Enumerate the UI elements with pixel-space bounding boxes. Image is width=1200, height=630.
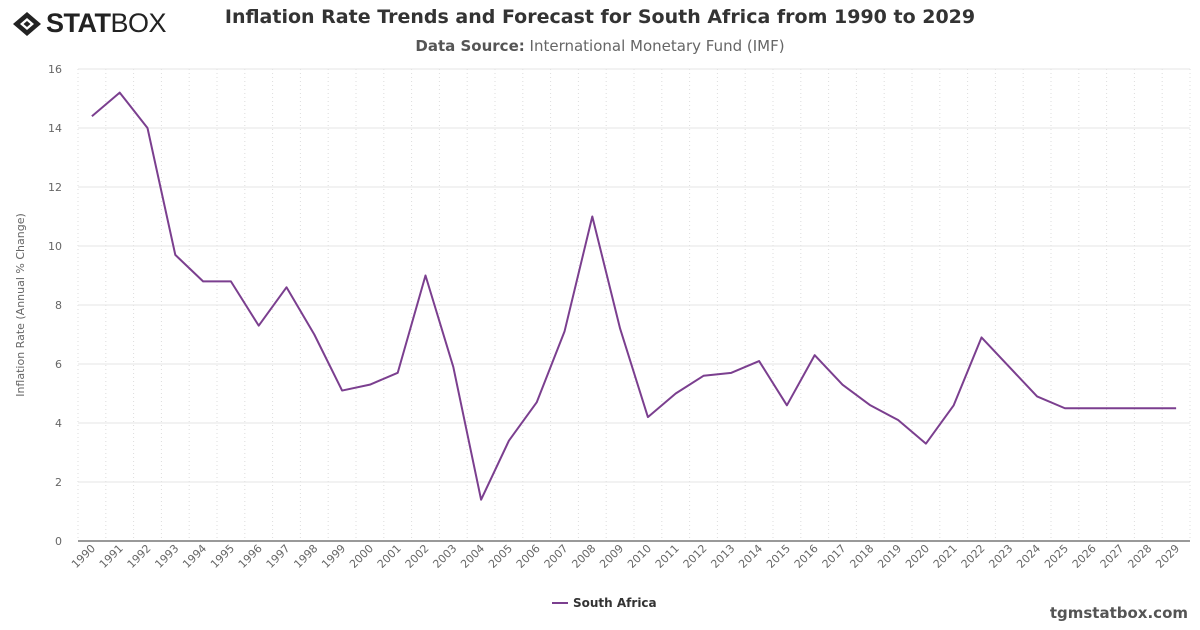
x-tick-label: 1997 [264,542,293,571]
x-tick-label: 2015 [764,542,793,571]
y-tick-label: 2 [55,476,62,489]
x-tick-label: 2007 [542,542,571,571]
y-axis-label: Inflation Rate (Annual % Change) [14,213,27,397]
x-tick-label: 2010 [625,542,654,571]
x-tick-label: 1994 [180,542,209,571]
x-tick-label: 2005 [486,542,515,571]
x-tick-label: 1996 [236,542,265,571]
y-tick-label: 4 [55,417,62,430]
site-credit: tgmstatbox.com [1049,604,1188,622]
x-tick-label: 2027 [1098,542,1127,571]
y-tick-label: 14 [48,122,62,135]
y-tick-label: 8 [55,299,62,312]
x-tick-label: 2029 [1153,542,1182,571]
x-tick-label: 2003 [430,542,459,571]
x-tick-label: 2019 [875,542,904,571]
x-tick-label: 2023 [986,542,1015,571]
y-tick-label: 12 [48,181,62,194]
x-tick-label: 2009 [597,542,626,571]
x-tick-label: 1995 [208,542,237,571]
x-tick-label: 2013 [708,542,737,571]
x-tick-label: 1992 [125,542,154,571]
x-tick-label: 2026 [1070,542,1099,571]
series-line-south-africa [91,91,1177,501]
x-tick-label: 2002 [403,542,432,571]
chart-title: Inflation Rate Trends and Forecast for S… [224,6,976,28]
y-tick-label: 16 [48,63,62,76]
x-tick-label: 2012 [681,542,710,571]
x-tick-label: 1990 [69,542,98,571]
y-tick-label: 0 [55,535,62,548]
x-tick-label: 2028 [1125,542,1154,571]
chart-subtitle: Data Source: International Monetary Fund… [415,37,785,55]
x-tick-label: 2022 [959,542,988,571]
x-tick-label: 1993 [152,542,181,571]
x-tick-label: 1999 [319,542,348,571]
x-tick-label: 2025 [1042,542,1071,571]
x-tick-label: 2020 [903,542,932,571]
x-tick-label: 2011 [653,542,682,571]
logo-text: STATBOX [46,8,167,38]
legend-label: South Africa [573,596,657,610]
statbox-logo: STATBOX [12,8,167,39]
x-tick-label: 1991 [97,542,126,571]
x-tick-label: 2006 [514,542,543,571]
x-tick-label: 2008 [569,542,598,571]
x-tick-label: 2021 [931,542,960,571]
x-tick-label: 2017 [820,542,849,571]
x-tick-label: 2001 [375,542,404,571]
x-tick-label: 2000 [347,542,376,571]
x-tick-label: 2024 [1014,542,1043,571]
x-tick-label: 2014 [736,542,765,571]
y-tick-label: 6 [55,358,62,371]
x-tick-label: 2004 [458,542,487,571]
x-tick-label: 1998 [291,542,320,571]
diamond-logo-icon [13,11,41,36]
x-tick-label: 2018 [847,542,876,571]
y-tick-label: 10 [48,240,62,253]
x-tick-label: 2016 [792,542,821,571]
